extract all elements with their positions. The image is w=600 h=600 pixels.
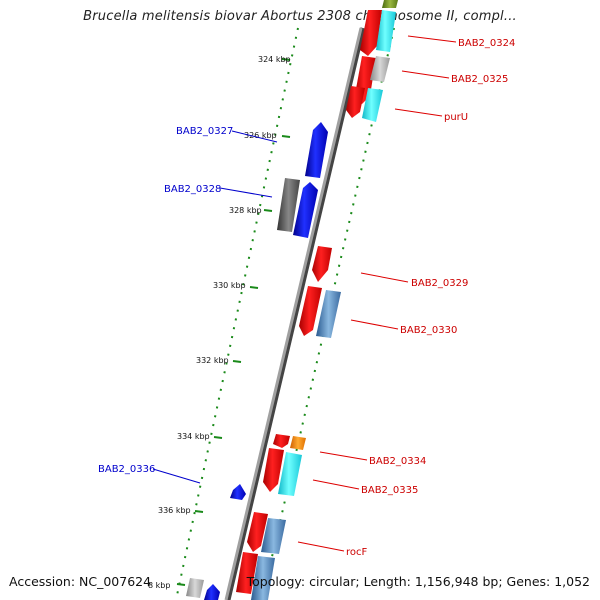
tick-334: 334 kbp — [177, 432, 223, 441]
backbone — [224, 27, 363, 600]
map-title: Brucella melitensis biovar Abortus 2308 … — [83, 9, 517, 24]
feature-top-olive[interactable] — [382, 0, 398, 8]
tick-326: 326 kbp — [244, 131, 291, 140]
tick-label: 330 kbp — [213, 281, 246, 290]
feature-red-bottom[interactable] — [236, 552, 258, 594]
gene-label-bab2-0324[interactable]: BAB2_0324 — [458, 38, 515, 49]
feature-reverse-blue-bottom[interactable] — [204, 584, 220, 600]
feature-bab2-0336[interactable] — [230, 484, 246, 500]
feature-bab2-0329[interactable] — [312, 246, 332, 282]
feature-bab2-0334-red[interactable] — [273, 434, 290, 448]
tick-330: 330 kbp — [213, 281, 259, 290]
tick-label: 8 kbp — [148, 581, 170, 590]
gene-label-bab2-0327[interactable]: BAB2_0327 — [176, 126, 233, 137]
leader-bab2-0328 — [219, 187, 273, 198]
feature-bab2-0335-red[interactable] — [263, 448, 284, 492]
tick-label: 328 kbp — [229, 206, 262, 215]
feature-bab2-0334[interactable] — [290, 436, 306, 450]
topology-info-text: Topology: circular; Length: 1,156,948 bp… — [246, 574, 590, 589]
tick-332: 332 kbp — [196, 356, 242, 365]
leader-bab2-0324 — [407, 35, 457, 43]
feature-bab2-0328-dark[interactable] — [277, 178, 300, 232]
feature-bab2-0330-red[interactable] — [299, 286, 322, 336]
tick-label: 324 kbp — [258, 55, 291, 64]
backbone-shadow — [225, 27, 366, 600]
tick-label: 326 kbp — [244, 131, 277, 140]
leader-bab2-0327 — [231, 130, 278, 143]
tick-336: 336 kbp — [158, 506, 204, 515]
tick-label: 332 kbp — [196, 356, 229, 365]
gene-label-bab2-0334[interactable]: BAB2_0334 — [369, 456, 426, 467]
feature-bab2-0330[interactable] — [316, 290, 341, 338]
gene-label-bab2-0329[interactable]: BAB2_0329 — [411, 278, 468, 289]
tick-label: 334 kbp — [177, 432, 210, 441]
leader-rocF — [297, 541, 345, 552]
feature-rocF-red[interactable] — [247, 512, 268, 552]
feature-red-pair[interactable] — [346, 86, 365, 118]
feature-bab2-0335[interactable] — [278, 452, 302, 496]
gene-label-purU[interactable]: purU — [444, 112, 468, 123]
gene-label-rocF[interactable]: rocF — [346, 547, 368, 558]
leader-bab2-0325 — [401, 70, 450, 79]
feature-bab2-0324[interactable] — [376, 10, 396, 52]
inner-tick-arc — [175, 27, 299, 600]
feature-steel-bottom[interactable] — [251, 556, 275, 600]
feature-bab2-0328[interactable] — [293, 182, 318, 238]
accession-text: Accession: NC_007624 — [9, 574, 152, 589]
feature-bab2-0327[interactable] — [305, 122, 328, 178]
leader-bab2-0330 — [350, 319, 399, 330]
leader-bab2-0335 — [312, 479, 360, 490]
gene-label-bab2-0330[interactable]: BAB2_0330 — [400, 325, 457, 336]
tick-label: 336 kbp — [158, 506, 191, 515]
tick-324: 324 kbp — [258, 55, 291, 64]
gene-label-bab2-0328[interactable]: BAB2_0328 — [164, 184, 221, 195]
leader-bab2-0336 — [152, 468, 201, 484]
gene-label-bab2-0336[interactable]: BAB2_0336 — [98, 464, 155, 475]
gene-label-bab2-0335[interactable]: BAB2_0335 — [361, 485, 418, 496]
feature-bab2-0324-red[interactable] — [360, 10, 382, 56]
feature-bab2-0325[interactable] — [370, 56, 390, 82]
leader-bab2-0334 — [319, 451, 368, 461]
tick-338: 8 kbp — [148, 581, 186, 590]
leader-purU — [394, 108, 443, 117]
tick-328: 328 kbp — [229, 206, 273, 215]
gene-label-bab2-0325[interactable]: BAB2_0325 — [451, 74, 508, 85]
feature-reverse-gray[interactable] — [186, 578, 204, 598]
feature-rocF[interactable] — [261, 518, 286, 554]
leader-bab2-0329 — [360, 272, 409, 283]
feature-purU[interactable] — [362, 88, 383, 122]
